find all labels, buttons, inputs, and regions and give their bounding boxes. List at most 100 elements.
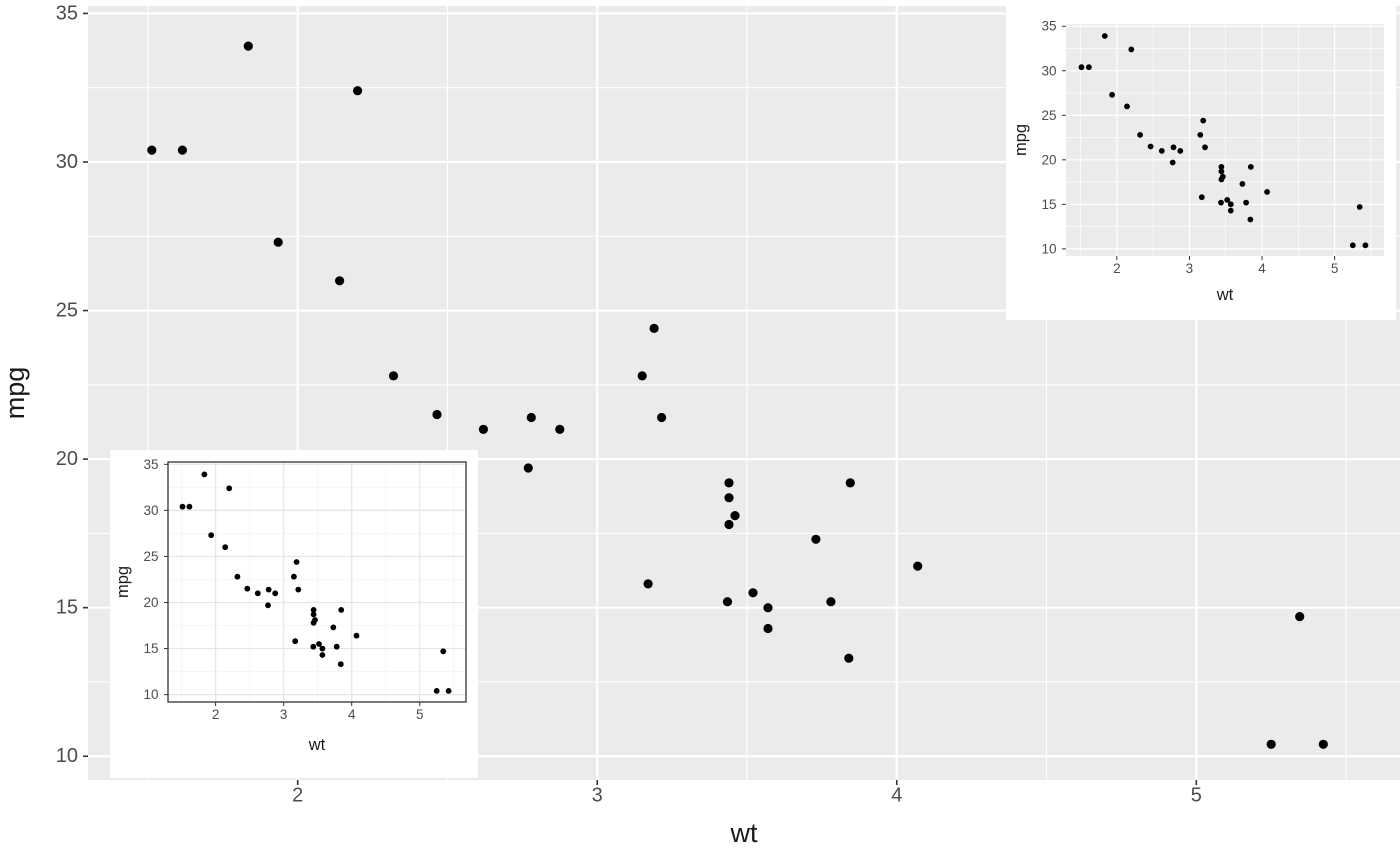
data-point (293, 559, 300, 565)
data-point (643, 579, 653, 589)
y-tick-label: 10 (143, 687, 158, 702)
data-point (748, 588, 758, 598)
y-tick-label: 20 (143, 595, 158, 610)
inset-plot-top-right: 2 3 4 5 10 15 20 25 30 35 (1006, 6, 1396, 320)
data-point (319, 652, 326, 658)
y-tick-label: 30 (1041, 63, 1056, 78)
x-tick-label: 2 (212, 707, 220, 722)
data-point (265, 586, 272, 593)
axis-titles-layer: wt mpg wt mpg wt mpg (0, 124, 1234, 848)
x-tick-label: 4 (348, 707, 356, 722)
data-point (913, 561, 923, 571)
x-tick-label: 2 (292, 785, 303, 807)
data-point (478, 424, 488, 434)
main-x-axis-title: wt (730, 818, 758, 848)
y-tick-label: 20 (56, 448, 78, 470)
data-point (730, 510, 740, 521)
data-point (243, 41, 253, 51)
y-tick-label: 10 (56, 745, 78, 767)
data-point (724, 478, 734, 488)
data-point (291, 573, 297, 580)
panel-background (168, 462, 466, 702)
data-point (1197, 132, 1204, 138)
main-y-axis-title: mpg (0, 367, 30, 420)
data-point (244, 585, 251, 592)
inset-top-right-x-axis-title: wt (1216, 286, 1234, 304)
data-point (649, 323, 659, 333)
data-point (1264, 189, 1270, 195)
data-point (724, 519, 734, 530)
data-point (724, 493, 734, 503)
data-point (1078, 64, 1085, 71)
data-point (1243, 199, 1249, 206)
data-point (555, 424, 565, 434)
data-point (1266, 739, 1276, 749)
x-tick-label: 5 (416, 707, 424, 722)
y-tick-label: 15 (1041, 197, 1056, 212)
data-point (526, 412, 536, 423)
data-point (1218, 176, 1225, 183)
data-point (1247, 216, 1254, 223)
data-point (1218, 199, 1224, 206)
data-point (208, 532, 215, 539)
data-point (310, 619, 317, 626)
data-point (295, 586, 302, 593)
data-point (1124, 103, 1130, 110)
y-tick-label: 25 (143, 549, 158, 564)
data-point (353, 86, 363, 96)
data-point (273, 237, 283, 247)
data-point (186, 503, 193, 510)
y-tick-label: 15 (56, 597, 78, 619)
data-point (433, 688, 440, 694)
data-point (333, 643, 340, 650)
inset-plot-bottom-left: 2 3 4 5 10 15 20 25 30 35 (110, 450, 478, 778)
data-point (272, 590, 279, 597)
data-point (1177, 148, 1184, 154)
data-point (445, 688, 452, 694)
y-tick-label: 30 (56, 151, 78, 173)
data-point (353, 632, 360, 639)
x-tick-label: 3 (280, 707, 288, 722)
data-point (1295, 612, 1305, 622)
data-point (330, 624, 337, 631)
x-tick-label: 5 (1331, 261, 1339, 276)
data-point (1202, 144, 1208, 151)
data-point (1101, 33, 1108, 39)
inset-bottom-left-x-axis-title: wt (308, 736, 326, 754)
data-point (254, 590, 261, 597)
data-point (292, 638, 299, 645)
data-point (177, 145, 187, 155)
data-point (826, 597, 836, 607)
x-tick-label: 4 (891, 785, 902, 807)
data-point (310, 607, 317, 613)
data-point (310, 611, 317, 618)
y-tick-label: 35 (1041, 19, 1056, 34)
x-tick-label: 2 (1113, 261, 1121, 276)
data-point (1239, 181, 1246, 187)
data-point (1224, 197, 1231, 203)
x-tick-label: 3 (1186, 261, 1194, 276)
data-point (310, 643, 317, 650)
data-point (1200, 117, 1207, 124)
data-point (226, 485, 233, 492)
data-point (1356, 204, 1363, 210)
data-point (265, 602, 271, 609)
data-point (1198, 194, 1205, 201)
y-tick-label: 35 (143, 457, 158, 472)
data-point (440, 648, 447, 655)
inset-top-right-y-axis-title: mpg (1012, 124, 1030, 156)
data-point (1169, 159, 1176, 166)
data-point (844, 653, 854, 663)
data-point (1128, 46, 1135, 53)
data-point (763, 603, 773, 613)
panel-border (167, 461, 467, 703)
data-point (234, 573, 241, 580)
data-point (179, 503, 186, 510)
data-point (811, 534, 821, 544)
x-tick-label: 3 (592, 785, 603, 807)
data-point (338, 607, 345, 613)
data-point (1158, 148, 1165, 154)
data-point (1170, 144, 1177, 151)
